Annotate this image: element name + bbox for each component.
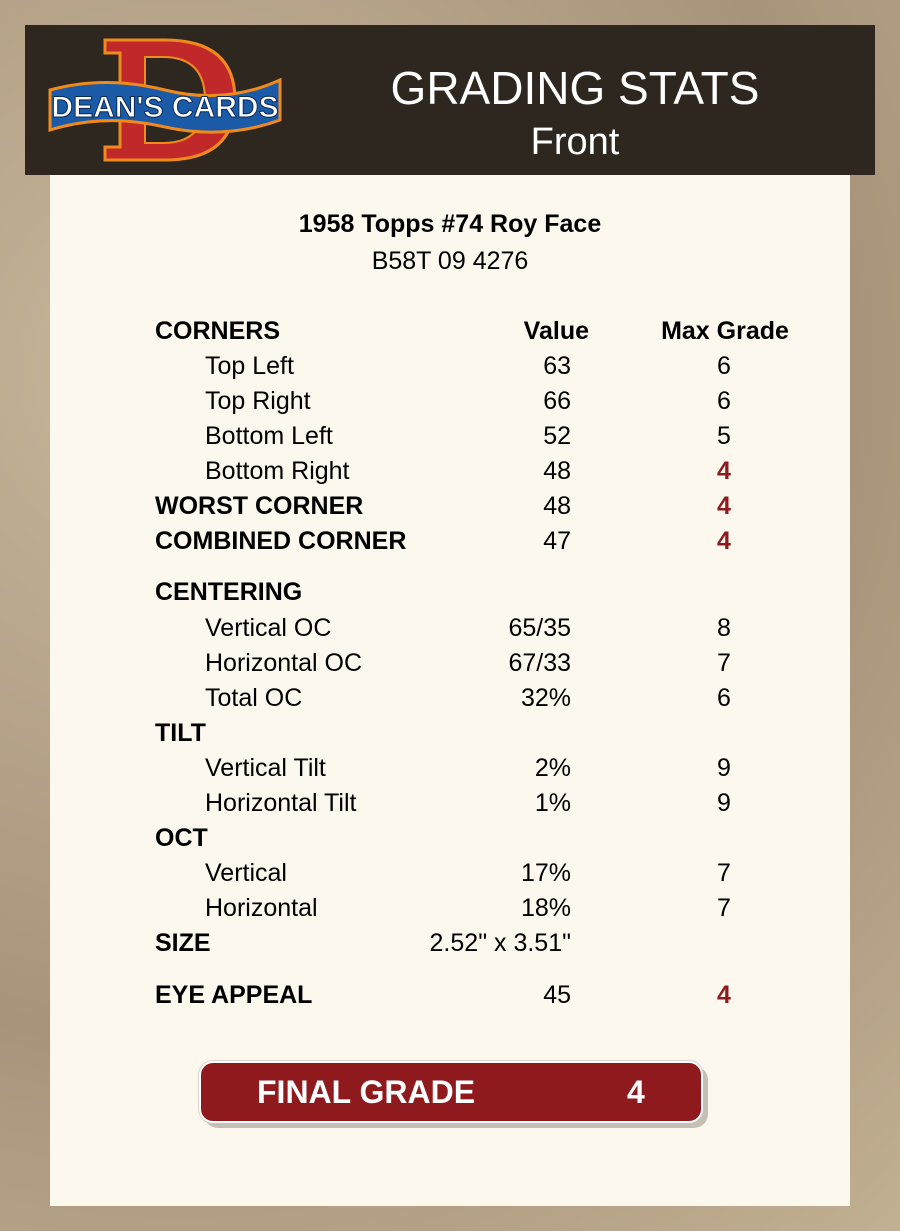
row-max-grade: 7 (717, 649, 731, 677)
row-value: 2% (534, 754, 571, 782)
row-value: 66 (543, 387, 571, 415)
row-value: 63 (543, 352, 571, 380)
table-row: Bottom Left 52 5 (0, 422, 900, 452)
row-value: 47 (543, 527, 571, 555)
final-grade-label: FINAL GRADE (257, 1074, 476, 1110)
table-row: Top Right 66 6 (0, 387, 900, 417)
row-max-grade: 5 (717, 422, 731, 450)
table-row: EYE APPEAL 45 4 (0, 981, 900, 1011)
row-max-grade: 6 (717, 684, 731, 712)
row-label: CENTERING (155, 578, 303, 606)
table-row: Vertical Tilt 2% 9 (0, 754, 900, 784)
row-label: TILT (155, 719, 206, 747)
table-row: Vertical 17% 7 (0, 859, 900, 889)
table-row: SIZE 2.52" x 3.51" (0, 929, 900, 959)
svg-text:DEAN'S CARDS: DEAN'S CARDS (51, 91, 278, 124)
row-value: 1% (534, 789, 571, 817)
table-row: OCT (0, 824, 900, 854)
row-label: EYE APPEAL (155, 981, 313, 1009)
row-max-grade: 4 (717, 492, 731, 520)
table-row: Horizontal Tilt 1% 9 (0, 789, 900, 819)
page-title: GRADING STATS (390, 62, 760, 114)
row-max-grade: 6 (717, 352, 731, 380)
table-row: Bottom Right 48 4 (0, 457, 900, 487)
row-label: Top Left (205, 352, 294, 380)
card-code: B58T 09 4276 (371, 247, 529, 275)
row-value: 67/33 (508, 649, 571, 677)
row-max-grade: 4 (717, 457, 731, 485)
row-max-grade: 7 (717, 894, 731, 922)
table-row: COMBINED CORNER 47 4 (0, 527, 900, 557)
row-value: Value (523, 317, 589, 345)
row-value: 18% (520, 894, 571, 922)
row-max-grade: 6 (717, 387, 731, 415)
row-value: 45 (543, 981, 571, 1009)
card-title: 1958 Topps #74 Roy Face (298, 210, 602, 238)
header-bar: DEAN'S CARDS GRADING STATS Front (25, 25, 875, 175)
table-row: Vertical OC 65/35 8 (0, 614, 900, 644)
row-label: Total OC (205, 684, 303, 712)
row-label: OCT (155, 824, 208, 852)
table-row: WORST CORNER 48 4 (0, 492, 900, 522)
row-label: COMBINED CORNER (155, 527, 407, 555)
table-row: CORNERS Value Max Grade (0, 317, 900, 347)
stats-card (50, 170, 850, 1206)
table-row: Top Left 63 6 (0, 352, 900, 382)
row-max-grade: 4 (717, 981, 731, 1009)
row-max-grade: 9 (717, 789, 731, 817)
row-value: 2.52" x 3.51" (429, 929, 571, 957)
final-grade-badge: FINAL GRADE 4 (199, 1061, 703, 1123)
deans-cards-logo: DEAN'S CARDS (48, 38, 282, 162)
row-max-grade: Max Grade (661, 317, 789, 345)
row-label: Vertical (205, 859, 287, 887)
row-label: CORNERS (155, 317, 281, 345)
row-value: 52 (543, 422, 571, 450)
row-value: 48 (543, 492, 571, 520)
row-value: 48 (543, 457, 571, 485)
row-max-grade: 4 (717, 527, 731, 555)
table-row: Horizontal 18% 7 (0, 894, 900, 924)
final-grade-value: 4 (627, 1074, 645, 1110)
row-max-grade: 9 (717, 754, 731, 782)
row-label: Vertical OC (205, 614, 332, 642)
table-row: TILT (0, 719, 900, 749)
row-value: 32% (520, 684, 571, 712)
row-max-grade: 7 (717, 859, 731, 887)
table-row: Total OC 32% 6 (0, 684, 900, 714)
row-value: 65/35 (508, 614, 571, 642)
table-row: Horizontal OC 67/33 7 (0, 649, 900, 679)
row-label: SIZE (155, 929, 211, 957)
row-label: Horizontal Tilt (205, 789, 357, 817)
row-label: Horizontal OC (205, 649, 362, 677)
row-label: WORST CORNER (155, 492, 364, 520)
row-max-grade: 8 (717, 614, 731, 642)
page-subtitle: Front (530, 121, 620, 163)
row-label: Horizontal (205, 894, 318, 922)
row-label: Top Right (205, 387, 311, 415)
row-label: Vertical Tilt (205, 754, 326, 782)
table-row: CENTERING (0, 578, 900, 608)
row-label: Bottom Right (205, 457, 350, 485)
row-label: Bottom Left (205, 422, 333, 450)
row-value: 17% (520, 859, 571, 887)
